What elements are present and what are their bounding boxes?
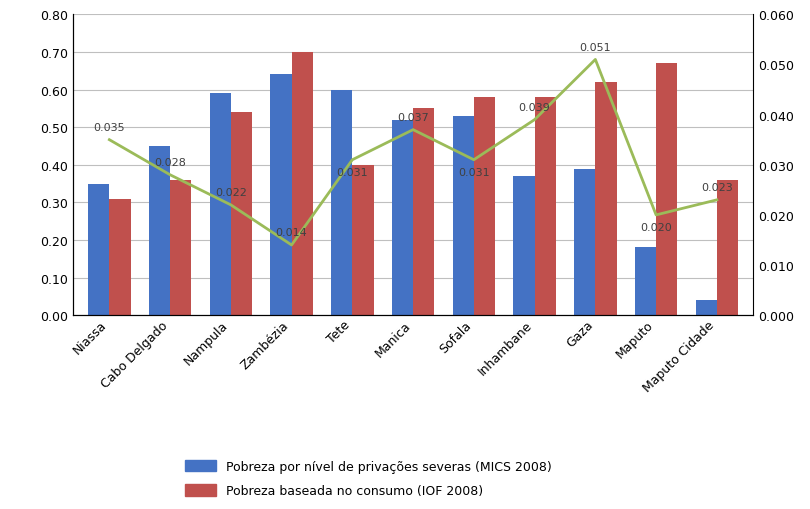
Text: 0.037: 0.037 <box>397 113 429 123</box>
Bar <box>331 90 352 316</box>
Bar <box>392 120 413 316</box>
Bar <box>292 53 313 316</box>
Bar <box>170 180 191 316</box>
Bar <box>474 98 495 316</box>
Bar <box>453 117 474 316</box>
Text: 0.031: 0.031 <box>458 168 490 178</box>
Bar <box>514 177 535 316</box>
Bar <box>696 300 717 316</box>
Text: 0.028: 0.028 <box>154 158 186 168</box>
Bar <box>535 98 556 316</box>
Bar <box>656 64 677 316</box>
Bar <box>574 169 595 316</box>
Bar <box>210 94 231 316</box>
Text: 0.031: 0.031 <box>336 168 369 178</box>
Legend: Pobreza por nível de privações severas (MICS 2008), Pobreza baseada no consumo (: Pobreza por nível de privações severas (… <box>178 454 566 509</box>
Text: 0.023: 0.023 <box>701 183 733 193</box>
Text: 0.020: 0.020 <box>640 223 672 233</box>
Bar <box>88 184 109 316</box>
Bar <box>231 113 252 316</box>
Bar <box>635 248 656 316</box>
Text: 0.014: 0.014 <box>275 228 308 238</box>
Text: 0.051: 0.051 <box>579 43 612 53</box>
Bar <box>109 199 130 316</box>
Bar <box>352 165 373 316</box>
Text: 0.035: 0.035 <box>93 123 126 133</box>
Bar <box>595 83 616 316</box>
Text: 0.022: 0.022 <box>215 188 247 198</box>
Text: 0.039: 0.039 <box>518 103 551 113</box>
Bar <box>413 109 434 316</box>
Bar <box>717 180 738 316</box>
Bar <box>271 75 292 316</box>
Bar <box>149 147 170 316</box>
